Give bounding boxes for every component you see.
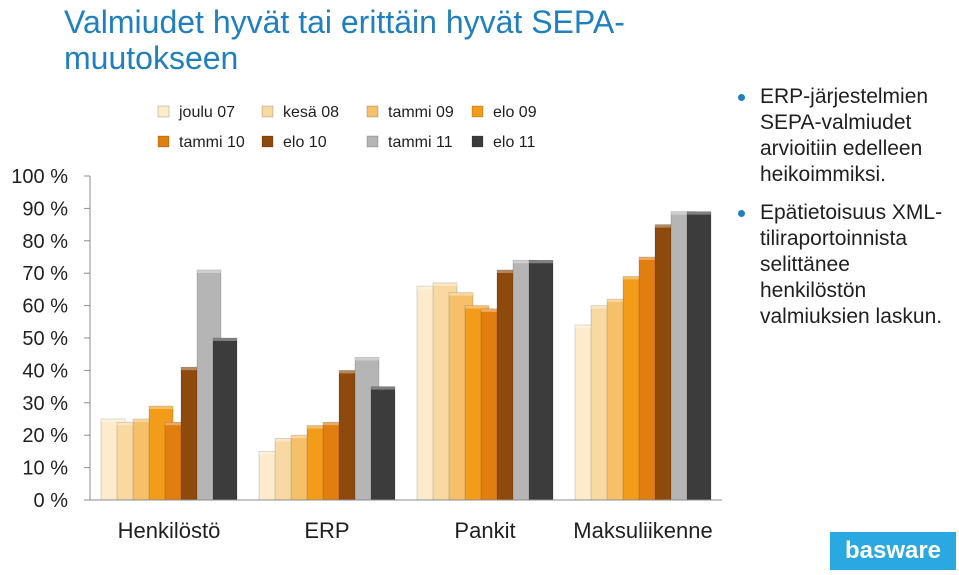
legend-label: tammi 10 [179,134,245,151]
y-tick-label: 0 % [34,490,69,512]
bar-top-highlight [465,305,489,309]
x-tick-label: Maksuliikenne [573,518,712,543]
page-title: Valmiudet hyvät tai erittäin hyvät SEPA-… [64,4,625,76]
y-tick-label: 30 % [22,393,68,415]
legend-swatch [261,105,274,118]
y-axis: 0 % 10 % 20 % 30 % 40 % 50 % 60 % 70 % 80 % 90 % 1… [11,166,91,512]
y-tick-label: 70 % [22,263,68,285]
legend-swatch [157,135,170,148]
bar-top-highlight [623,276,647,280]
bar-top-highlight [259,451,283,455]
x-tick-label: Henkilöstö [118,518,221,543]
legend-swatch [366,105,379,118]
legend-label: tammi 11 [388,134,453,151]
bar-top-highlight [307,425,331,429]
legend-label: joulu 07 [178,104,235,121]
bar-top-highlight [371,386,395,390]
bar-top-highlight [639,257,663,260]
bar-top-highlight [529,260,553,264]
bullet-list: ERP-järjestelmien SEPA-valmiudet arvioit… [736,84,958,342]
bar-top-highlight [671,211,695,215]
bar-top-highlight [607,299,631,303]
bar-top-highlight [355,357,379,361]
basware-logo: basware [830,532,956,570]
bar-top-highlight [449,292,473,296]
legend-swatch [366,135,379,148]
bar-top-highlight [275,438,299,442]
bar-top-highlight [117,422,141,426]
bullet-text: Epätietoisuus XML-tiliraportoinnista sel… [760,201,943,328]
bar-elo-11 [528,259,554,501]
bar-top-highlight [165,422,189,426]
legend-swatch [261,135,274,148]
y-tick-label: 50 % [22,328,68,350]
legend-label: kesä 08 [283,104,339,121]
bar-top-highlight [101,419,125,422]
bar-top-highlight [497,269,521,273]
legend: joulu 07 kesä 08 tammi 09 elo 09 tammi 10 elo… [157,104,537,151]
bar-top-highlight [213,338,237,341]
legend-label: elo 10 [283,134,327,151]
bar-top-highlight [655,224,679,228]
bar-top-highlight [513,260,537,264]
bars [100,211,712,501]
bar-top-highlight [291,435,315,439]
y-tick-label: 20 % [22,425,68,447]
y-tick-label: 10 % [22,458,68,480]
bar-top-highlight [433,282,457,286]
bar-top-highlight [323,422,347,426]
bar-top-highlight [687,211,711,215]
bar-top-highlight [133,419,157,422]
y-tick-label: 80 % [22,231,68,253]
legend-label: elo 11 [493,134,536,151]
x-tick-label: ERP [304,518,349,543]
bar-top-highlight [149,406,173,410]
bullet-dot-icon [738,210,745,217]
bullet-text: ERP-järjestelmien SEPA-valmiudet arvioit… [760,85,929,186]
bullet-item: ERP-järjestelmien SEPA-valmiudet arvioit… [736,84,958,188]
bar-top-highlight [181,367,205,371]
bar-top-highlight [197,269,221,273]
x-axis: Henkilöstö ERP Pankit Maksuliikenne [90,499,722,543]
bar-top-highlight [575,325,599,329]
y-tick-label: 40 % [22,360,68,382]
legend-swatch [471,135,484,148]
legend-label: elo 09 [493,104,537,121]
legend-label: tammi 09 [388,104,454,121]
bar-top-highlight [339,370,363,374]
bar-elo-11 [212,337,238,501]
bar-elo-11 [686,211,712,501]
logo-text: basware [844,537,942,564]
bullet-dot-icon [738,94,745,101]
bar-top-highlight [481,308,505,312]
bar-elo-11 [370,386,396,501]
x-tick-label: Pankit [454,518,515,543]
legend-swatch [157,105,170,118]
y-tick-label: 60 % [22,296,68,318]
bullet-item: Epätietoisuus XML-tiliraportoinnista sel… [736,200,958,330]
y-tick-label: 90 % [22,198,68,220]
bar-top-highlight [591,305,615,309]
bar-top-highlight [417,286,441,290]
y-tick-label: 100 % [11,166,68,188]
legend-swatch [471,105,484,118]
